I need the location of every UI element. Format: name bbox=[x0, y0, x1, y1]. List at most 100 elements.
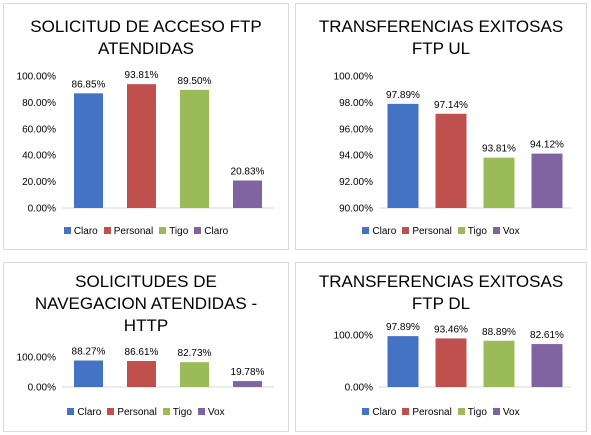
bar bbox=[233, 381, 262, 387]
data-label: 82.61% bbox=[530, 330, 564, 341]
y-tick-label: 0.00% bbox=[345, 383, 373, 394]
bar bbox=[180, 362, 209, 387]
chart-title-line: HTTP bbox=[123, 316, 169, 335]
data-label: 89.50% bbox=[178, 76, 212, 87]
legend-swatch bbox=[197, 408, 205, 415]
legend-item: Personal bbox=[103, 226, 154, 237]
chart-title-line: TRANSFERENCIAS EXITOSAS bbox=[318, 17, 564, 36]
legend-swatch bbox=[67, 408, 75, 415]
data-label: 93.81% bbox=[482, 144, 516, 155]
data-label: 93.81% bbox=[125, 70, 159, 81]
bar bbox=[127, 84, 156, 208]
y-tick-label: 0.00% bbox=[28, 204, 56, 215]
y-tick-label: 20.00% bbox=[22, 177, 56, 188]
legend-item: Personal bbox=[107, 407, 157, 418]
legend-swatch bbox=[402, 408, 410, 415]
chart-panel-ftp-ul: TRANSFERENCIAS EXITOSAS FTP UL 90.00% 92.… bbox=[295, 3, 587, 250]
legend-item: Tigo bbox=[162, 407, 192, 418]
legend-label: Vox bbox=[207, 407, 225, 418]
bar bbox=[74, 360, 103, 387]
chart-legend: Claro Personal Tigo Claro bbox=[4, 226, 288, 237]
bar bbox=[127, 361, 156, 387]
chart-title-line: FTP DL bbox=[411, 294, 471, 313]
chart-title: SOLICITUD DE ACCESO FTP ATENDIDAS bbox=[4, 16, 288, 60]
y-tick-label: 92.00% bbox=[339, 177, 373, 188]
chart-title-line: NAVEGACION ATENDIDAS - bbox=[34, 294, 258, 313]
legend-item: Vox bbox=[197, 407, 225, 418]
legend-item: Tigo bbox=[457, 407, 487, 418]
y-tick-label: 80.00% bbox=[22, 98, 56, 109]
chart-title-line: ATENDIDAS bbox=[97, 39, 195, 58]
data-label: 97.89% bbox=[386, 90, 420, 101]
legend-label: Claro bbox=[77, 407, 102, 418]
chart-title: TRANSFERENCIAS EXITOSAS FTP DL bbox=[296, 271, 586, 315]
y-tick-label: 100.00% bbox=[17, 72, 57, 83]
legend-swatch bbox=[402, 227, 410, 234]
bar bbox=[180, 89, 209, 208]
legend-swatch bbox=[457, 227, 465, 234]
bar bbox=[531, 153, 563, 208]
data-label: 97.14% bbox=[434, 100, 468, 111]
chart-title: TRANSFERENCIAS EXITOSAS FTP UL bbox=[296, 16, 586, 60]
data-label: 88.89% bbox=[482, 327, 516, 338]
legend-item: Perosnal bbox=[402, 407, 452, 418]
legend-label: Perosnal bbox=[412, 407, 452, 418]
bar bbox=[74, 93, 103, 208]
data-label: 86.61% bbox=[125, 347, 159, 358]
legend-swatch bbox=[194, 227, 202, 234]
legend-label: Personal bbox=[113, 226, 154, 237]
data-label: 86.85% bbox=[72, 79, 106, 90]
chart-legend: Claro Personal Tigo Vox bbox=[4, 407, 288, 418]
legend-swatch bbox=[362, 408, 370, 415]
y-tick-label: 100.00% bbox=[334, 331, 374, 342]
legend-label: Tigo bbox=[467, 226, 487, 237]
y-tick-label: 94.00% bbox=[339, 151, 373, 162]
legend-label: Claro bbox=[372, 226, 397, 237]
data-label: 19.78% bbox=[231, 367, 265, 378]
chart-legend: Claro Personal Tigo Vox bbox=[296, 226, 586, 237]
y-tick-label: 100.00% bbox=[17, 353, 57, 364]
legend-item: Claro bbox=[362, 226, 396, 237]
data-label: 93.46% bbox=[434, 324, 468, 335]
legend-item: Claro bbox=[63, 226, 98, 237]
y-tick-label: 0.00% bbox=[28, 383, 56, 394]
bar-chart: 0.00% 20.00% 40.00% 60.00% 80.00% 100.00% 86.8… bbox=[17, 70, 274, 215]
legend-label: Claro bbox=[372, 407, 397, 418]
y-tick-label: 96.00% bbox=[339, 124, 373, 135]
chart-legend: Claro Perosnal Tigo Vox bbox=[296, 407, 586, 418]
legend-swatch bbox=[63, 227, 71, 234]
data-label: 88.27% bbox=[72, 347, 106, 358]
bar-chart: 90.00% 92.00% 94.00% 96.00% 98.00% 100.00% 97.… bbox=[334, 72, 571, 215]
y-tick-label: 60.00% bbox=[22, 124, 56, 135]
y-tick-label: 98.00% bbox=[339, 98, 373, 109]
chart-title-line: TRANSFERENCIAS EXITOSAS bbox=[318, 272, 564, 291]
chart-title: SOLICITUDES DE NAVEGACION ATENDIDAS - HT… bbox=[4, 271, 288, 337]
data-label: 94.12% bbox=[530, 140, 564, 151]
chart-title-line: SOLICITUD DE ACCESO FTP bbox=[30, 17, 262, 36]
legend-item: Vox bbox=[492, 407, 520, 418]
chart-panel-ftp-dl: TRANSFERENCIAS EXITOSAS FTP DL 0.00% 100.… bbox=[295, 262, 587, 432]
legend-swatch bbox=[107, 408, 115, 415]
legend-label: Vox bbox=[502, 407, 520, 418]
legend-item: Personal bbox=[402, 226, 452, 237]
legend-swatch bbox=[492, 227, 500, 234]
chart-panel-ftp-access: SOLICITUD DE ACCESO FTP ATENDIDAS 0.00% 2… bbox=[3, 3, 289, 250]
bar bbox=[531, 344, 563, 387]
legend-swatch bbox=[492, 408, 500, 415]
bar bbox=[483, 340, 515, 387]
data-label: 20.83% bbox=[231, 167, 265, 178]
legend-item: Claro bbox=[194, 226, 228, 237]
legend-swatch bbox=[362, 227, 370, 234]
bar bbox=[387, 103, 419, 208]
bar-chart: 0.00% 100.00% 97.89% 93.46% 88.89% 82.61% bbox=[334, 322, 571, 394]
legend-label: Tigo bbox=[169, 226, 189, 237]
y-tick-label: 90.00% bbox=[339, 204, 373, 215]
legend-swatch bbox=[162, 408, 170, 415]
legend-label: Tigo bbox=[467, 407, 487, 418]
bar bbox=[233, 180, 262, 208]
y-tick-label: 40.00% bbox=[22, 151, 56, 162]
legend-label: Claro bbox=[204, 226, 229, 237]
legend-label: Personal bbox=[412, 226, 452, 237]
y-tick-label: 100.00% bbox=[334, 72, 374, 83]
bar bbox=[387, 336, 419, 387]
